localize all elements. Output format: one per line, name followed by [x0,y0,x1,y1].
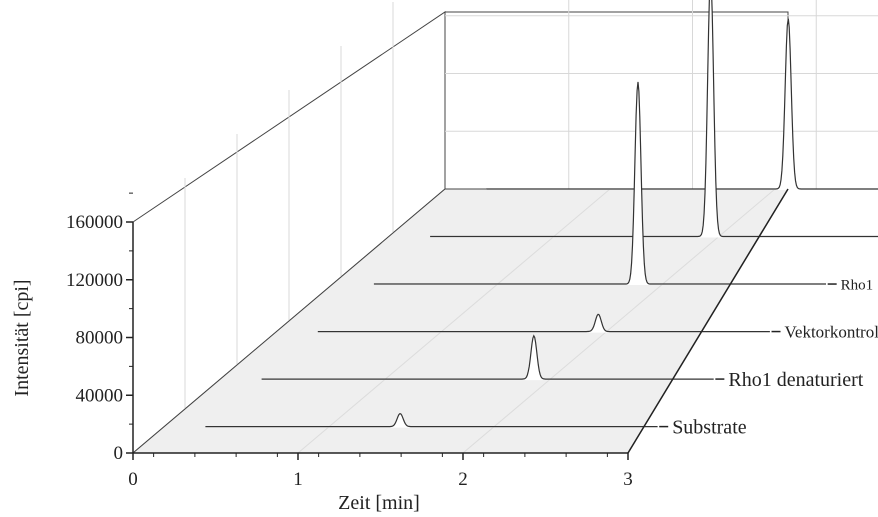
series-3 [373,81,826,286]
series-2 [317,313,770,333]
floor-grid-line [462,188,776,454]
series-0 [205,413,658,428]
y-tick-label: 120000 [66,270,123,291]
y-tick-label: 0 [114,443,124,464]
series-label: Rho1 [841,277,874,293]
series-1 [261,334,714,381]
x-axis-title: Zeit [min] [338,492,420,514]
series-line [205,413,658,428]
x-tick-label: 2 [458,469,468,490]
depth-ticks: Substrate Rho1 denaturiert Vektorkontrolle… [659,277,878,439]
series-line [430,0,878,238]
series-label: Vektorkontrolle [785,323,878,342]
series-label: Substrate [672,417,747,439]
floor-grid [297,188,776,454]
depth-axis-line [627,188,789,454]
series-line [317,313,770,333]
y-axis-title: Intensität [cpi] [11,279,33,396]
y-axis: 0 40000 80000 120000 160000 [66,192,134,464]
series-layer [205,0,878,428]
series-4 [430,0,878,238]
x-tick-label: 0 [128,469,138,490]
series-line [373,81,826,285]
x-tick-label: 1 [293,469,303,490]
y-tick-label: 80000 [76,328,124,349]
x-axis: 0 1 2 3 [128,452,633,490]
y-tick-label: 40000 [76,385,124,406]
series-label: Rho1 denaturiert [728,369,863,391]
y-ticks: 0 40000 80000 120000 160000 [66,192,133,464]
x-tick-label: 3 [623,469,633,490]
x-ticks: 0 1 2 3 [128,453,633,490]
depth-axis: Substrate Rho1 denaturiert Vektorkontrolle… [627,188,878,454]
y-tick-label: 160000 [66,212,123,233]
series-line [261,334,714,380]
back-wall-grid [184,0,878,409]
back-wall-right [444,11,789,190]
floor-grid-line [297,188,611,454]
